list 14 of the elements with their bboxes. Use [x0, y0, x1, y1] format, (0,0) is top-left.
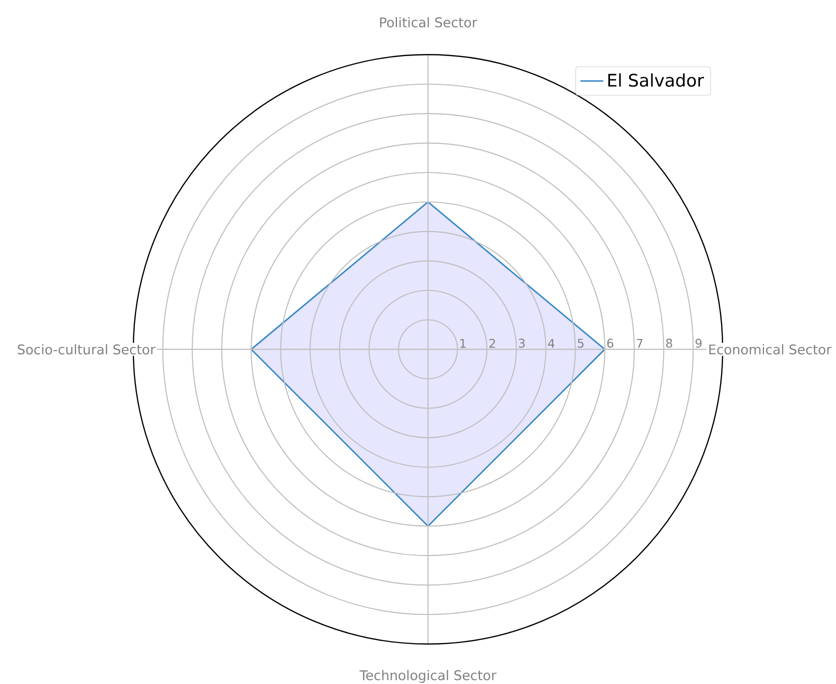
- spoke-label: Economical Sector: [709, 344, 832, 354]
- y-tick-label: 2: [489, 338, 495, 348]
- y-tick-label: 8: [666, 338, 672, 348]
- y-tick-label: 5: [578, 338, 584, 348]
- y-tick-label: 4: [548, 338, 554, 348]
- y-tick-label: 9: [696, 338, 702, 348]
- y-tick-label: 7: [636, 338, 642, 348]
- spoke-label: Technological Sector: [360, 670, 496, 683]
- spoke-label: Political Sector: [380, 17, 478, 28]
- legend-label: El Salvador: [608, 73, 704, 87]
- y-tick-label: 1: [460, 338, 466, 348]
- y-tick-label: 3: [518, 338, 525, 348]
- y-tick-label: 6: [607, 338, 614, 348]
- spoke-label: Socio-cultural Sector: [18, 344, 156, 354]
